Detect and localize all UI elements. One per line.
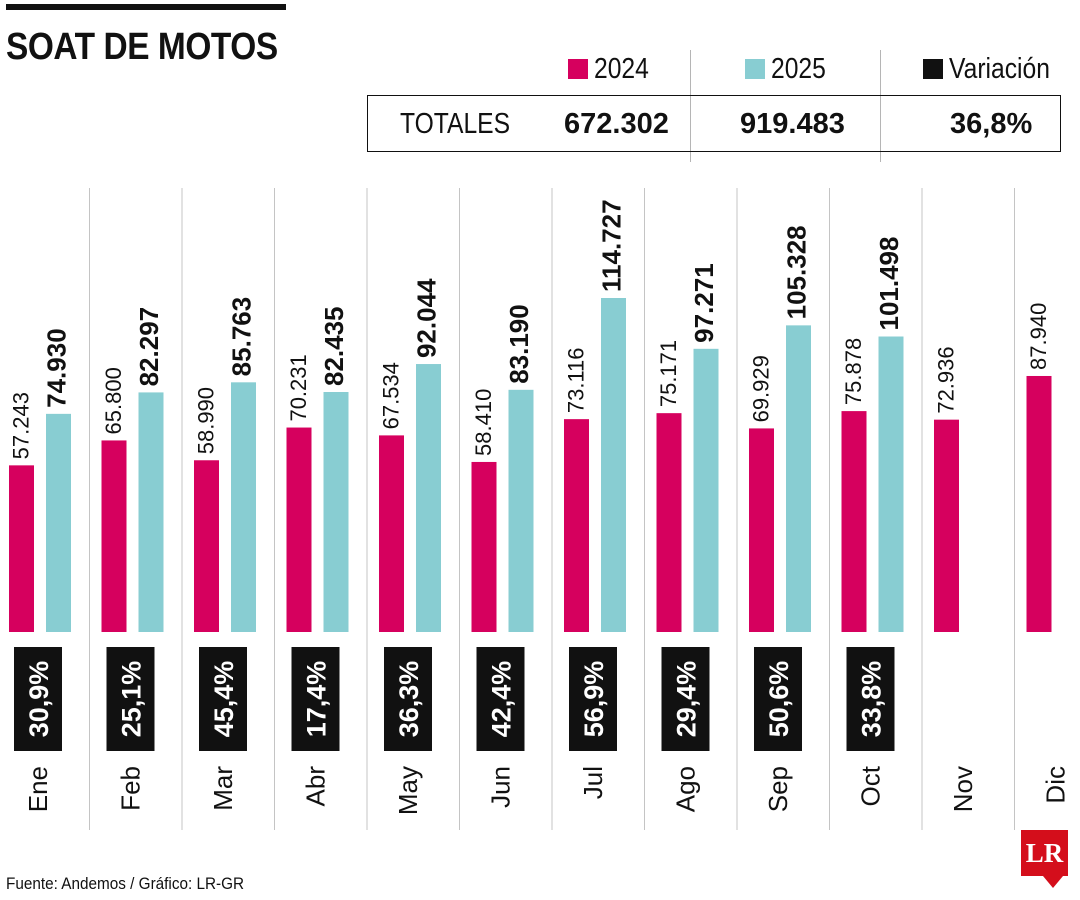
- month-label-jul: Jul: [578, 766, 608, 799]
- bar-2024-mar: [194, 460, 219, 632]
- month-label-feb: Feb: [116, 766, 146, 811]
- chart-title: SOAT DE MOTOS: [6, 26, 278, 68]
- variation-label-ago: 29,4%: [672, 661, 702, 738]
- variation-badge: [106, 647, 155, 751]
- legend-swatch-variacion: [923, 59, 943, 79]
- legend-swatch-2024: [568, 59, 588, 79]
- data-label-2024-feb: 65.800: [101, 367, 126, 434]
- month-label-jun: Jun: [486, 766, 516, 808]
- data-label-2024-dic: 87.940: [1026, 303, 1051, 370]
- month-label-nov: Nov: [948, 766, 978, 812]
- bar-2024-ago: [656, 413, 682, 632]
- bar-2025-abr: [323, 392, 349, 632]
- variation-badge: [846, 647, 895, 751]
- legend-divider: [880, 50, 881, 162]
- data-label-2024-mar: 58.990: [194, 387, 219, 454]
- data-label-2024-abr: 70.231: [286, 354, 311, 421]
- bar-2025-mar: [231, 382, 256, 632]
- bar-2025-jun: [508, 389, 534, 632]
- variation-label-jul: 56,9%: [579, 661, 609, 738]
- data-label-2024-jul: 73.116: [564, 347, 589, 413]
- bar-2024-may: [379, 435, 404, 632]
- variation-badge: [14, 647, 62, 751]
- legend-item-2025: 2025: [745, 52, 836, 85]
- totals-box: TOTALES 672.302 919.483 36,8%: [367, 95, 1061, 152]
- variation-badge: [291, 647, 340, 751]
- variation-badge: [476, 647, 525, 751]
- legend-divider: [690, 50, 691, 162]
- total-variation: 36,8%: [950, 108, 1033, 140]
- bar-2025-feb: [138, 392, 164, 632]
- month-label-ago: Ago: [671, 766, 701, 812]
- variation-label-mar: 45,4%: [209, 661, 239, 738]
- month-label-may: May: [393, 766, 423, 815]
- total-2025: 919.483: [740, 108, 845, 140]
- bar-2024-dic: [1026, 375, 1052, 632]
- variation-label-ene: 30,9%: [24, 661, 54, 738]
- source-note: Fuente: Andemos / Gráfico: LR-GR: [6, 874, 245, 893]
- variation-label-may: 36,3%: [394, 661, 424, 738]
- legend: 2024 2025 Variación: [500, 50, 1070, 90]
- legend-label-2024: 2024: [594, 52, 649, 85]
- bar-2024-oct: [841, 411, 867, 632]
- lr-logo: LR: [1021, 830, 1068, 876]
- data-label-2025-jun: 83.190: [504, 304, 534, 384]
- variation-badge: [384, 647, 432, 751]
- legend-item-2024: 2024: [568, 52, 659, 85]
- bar-2025-ago: [693, 348, 719, 632]
- bar-2024-nov: [934, 419, 959, 632]
- data-label-2025-jul: 114.727: [597, 199, 627, 292]
- bar-2024-feb: [101, 440, 127, 632]
- data-label-2025-abr: 82.435: [319, 306, 349, 386]
- bar-2025-sep: [786, 325, 811, 632]
- legend-label-2025: 2025: [771, 52, 826, 85]
- data-label-2025-sep: 105.328: [782, 225, 812, 319]
- data-label-2025-mar: 85.763: [227, 297, 257, 377]
- variation-badge: [569, 647, 617, 751]
- data-label-2025-ene: 74.930: [42, 328, 72, 408]
- bar-2024-jul: [564, 419, 589, 632]
- bar-2024-jun: [471, 461, 497, 632]
- variation-label-jun: 42,4%: [487, 661, 517, 738]
- title-rule: [6, 4, 286, 10]
- month-label-abr: Abr: [301, 766, 331, 807]
- bar-2024-sep: [749, 428, 774, 632]
- data-label-2025-oct: 101.498: [874, 237, 904, 331]
- bar-2025-may: [416, 364, 441, 632]
- month-label-mar: Mar: [208, 766, 238, 811]
- legend-label-variacion: Variación: [949, 52, 1050, 85]
- bar-2025-oct: [878, 336, 904, 632]
- bar-2025-jul: [601, 298, 626, 632]
- bar-2025-ene: [46, 413, 71, 632]
- variation-badge: [661, 647, 710, 751]
- data-label-2024-oct: 75.878: [841, 338, 866, 405]
- variation-label-feb: 25,1%: [117, 661, 147, 738]
- variation-badge: [754, 647, 802, 751]
- data-label-2025-may: 92.044: [412, 278, 442, 358]
- lr-logo-tail: [1043, 876, 1063, 888]
- legend-item-variacion: Variación: [923, 52, 1068, 85]
- variation-label-sep: 50,6%: [764, 661, 794, 738]
- variation-badge: [199, 647, 247, 751]
- data-label-2024-ene: 57.243: [9, 392, 34, 459]
- data-label-2025-feb: 82.297: [134, 307, 164, 387]
- bar-2024-abr: [286, 427, 312, 632]
- data-label-2025-ago: 97.271: [689, 263, 719, 343]
- legend-swatch-2025: [745, 59, 765, 79]
- data-label-2024-jun: 58.410: [471, 389, 496, 456]
- month-label-dic: Dic: [1041, 766, 1071, 804]
- data-label-2024-ago: 75.171: [656, 340, 681, 407]
- bar-2024-ene: [9, 465, 34, 632]
- month-label-sep: Sep: [763, 766, 793, 812]
- month-label-ene: Ene: [23, 766, 53, 812]
- variation-label-oct: 33,8%: [857, 661, 887, 738]
- data-label-2024-may: 67.534: [379, 362, 404, 429]
- variation-label-abr: 17,4%: [302, 661, 332, 738]
- data-label-2024-sep: 69.929: [749, 355, 774, 422]
- total-2024: 672.302: [564, 108, 669, 140]
- totals-label: TOTALES: [400, 108, 511, 140]
- data-label-2024-nov: 72.936: [934, 346, 959, 413]
- month-label-oct: Oct: [856, 765, 886, 806]
